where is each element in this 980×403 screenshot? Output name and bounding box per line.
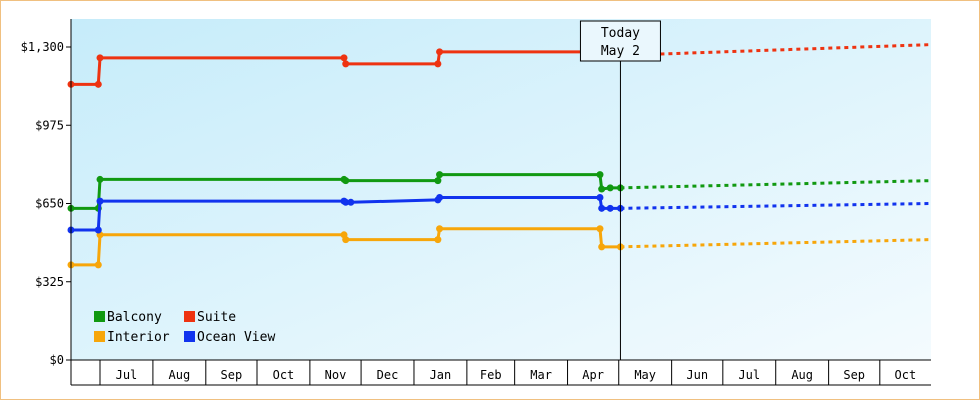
data-point xyxy=(94,226,102,234)
y-tick-label: $975 xyxy=(35,118,64,132)
data-point xyxy=(434,60,442,68)
y-tick-label: $325 xyxy=(35,275,64,289)
today-label: Today xyxy=(601,26,640,41)
data-point xyxy=(96,175,104,183)
data-point xyxy=(94,80,102,88)
legend-swatch xyxy=(94,331,105,342)
data-point xyxy=(96,197,104,205)
x-month-label: May xyxy=(634,368,656,382)
data-point xyxy=(342,177,350,185)
series-balcony xyxy=(67,171,932,212)
x-month-label: Oct xyxy=(895,368,917,382)
y-tick-label: $650 xyxy=(35,197,64,211)
legend-label: Ocean View xyxy=(197,330,275,345)
legend-label: Suite xyxy=(197,310,236,325)
legend-swatch xyxy=(94,311,105,322)
data-point xyxy=(340,54,348,62)
data-point xyxy=(598,204,606,212)
series-line xyxy=(71,227,621,267)
forecast-line xyxy=(620,43,932,57)
today-box xyxy=(579,20,661,62)
x-month-label: Dec xyxy=(377,368,399,382)
data-point xyxy=(434,177,442,185)
x-month-label: Jun xyxy=(686,368,708,382)
data-point xyxy=(436,171,444,179)
data-point xyxy=(342,198,350,206)
data-point xyxy=(436,193,444,201)
y-tick-label: $1,300 xyxy=(21,40,64,54)
data-point xyxy=(96,54,104,62)
series-ocean-view xyxy=(67,193,932,234)
data-point xyxy=(606,204,614,212)
data-point xyxy=(606,184,614,192)
x-month-label: Nov xyxy=(325,368,347,382)
x-month-label: Jul xyxy=(738,368,760,382)
legend-label: Interior xyxy=(107,330,170,345)
x-month-label: Feb xyxy=(480,368,502,382)
x-month-label: Mar xyxy=(530,368,552,382)
data-point xyxy=(342,236,350,244)
data-point xyxy=(596,171,604,179)
forecast-line xyxy=(620,238,932,249)
legend-item-suite: Suite xyxy=(184,310,236,325)
y-tick-label: $0 xyxy=(50,353,64,367)
x-month-label: Apr xyxy=(582,368,604,382)
forecast-line xyxy=(620,179,932,190)
plot-background xyxy=(71,19,931,360)
forecast-line xyxy=(620,202,932,210)
data-point xyxy=(436,48,444,56)
legend-swatch xyxy=(184,311,195,322)
legend-label: Balcony xyxy=(107,310,162,325)
legend-swatch xyxy=(184,331,195,342)
x-month-label: Oct xyxy=(273,368,295,382)
legend-item-ocean-view: Ocean View xyxy=(184,330,275,345)
data-point xyxy=(598,185,606,193)
data-point xyxy=(94,261,102,269)
data-point xyxy=(598,243,606,251)
x-month-label: Aug xyxy=(169,368,191,382)
data-point xyxy=(596,225,604,233)
legend-item-balcony: Balcony xyxy=(94,310,162,325)
series-interior xyxy=(67,225,932,269)
legend-item-interior: Interior xyxy=(94,330,170,345)
x-month-label: Jul xyxy=(116,368,138,382)
data-point xyxy=(434,236,442,244)
data-point xyxy=(436,225,444,233)
data-point xyxy=(596,193,604,201)
data-point xyxy=(342,60,350,68)
x-month-label: Jan xyxy=(430,368,452,382)
today-date: May 2 xyxy=(601,44,640,59)
data-point xyxy=(347,198,355,206)
x-month-label: Sep xyxy=(221,368,243,382)
x-month-label: Aug xyxy=(791,368,813,382)
x-month-label: Sep xyxy=(843,368,865,382)
